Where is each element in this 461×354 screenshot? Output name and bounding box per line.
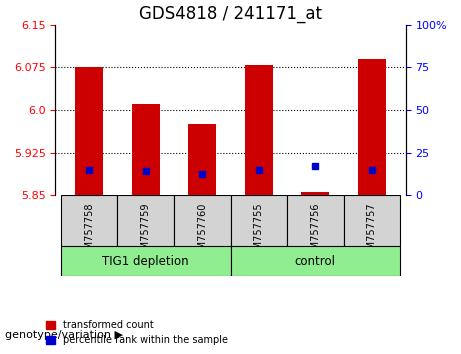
Bar (188, 124, 216, 195)
Text: GSM757757: GSM757757 (367, 203, 377, 262)
FancyBboxPatch shape (230, 246, 400, 276)
FancyBboxPatch shape (230, 195, 287, 246)
FancyBboxPatch shape (61, 246, 230, 276)
Text: GSM757759: GSM757759 (141, 203, 151, 262)
Text: GSM757760: GSM757760 (197, 203, 207, 262)
Bar (358, 59, 386, 195)
Bar (131, 104, 160, 195)
FancyBboxPatch shape (343, 195, 400, 246)
Title: GDS4818 / 241171_at: GDS4818 / 241171_at (139, 6, 322, 23)
FancyBboxPatch shape (61, 195, 118, 246)
FancyBboxPatch shape (174, 195, 230, 246)
Text: GSM757755: GSM757755 (254, 203, 264, 262)
Text: genotype/variation ▶: genotype/variation ▶ (5, 330, 123, 339)
Bar (301, 192, 330, 195)
Bar (245, 64, 273, 195)
Text: TIG1 depletion: TIG1 depletion (102, 255, 189, 268)
Legend: transformed count, percentile rank within the sample: transformed count, percentile rank withi… (42, 316, 232, 349)
Bar (75, 67, 103, 195)
FancyBboxPatch shape (287, 195, 343, 246)
Text: GSM757758: GSM757758 (84, 203, 94, 262)
Text: control: control (295, 255, 336, 268)
Text: GSM757756: GSM757756 (310, 203, 320, 262)
FancyBboxPatch shape (118, 195, 174, 246)
